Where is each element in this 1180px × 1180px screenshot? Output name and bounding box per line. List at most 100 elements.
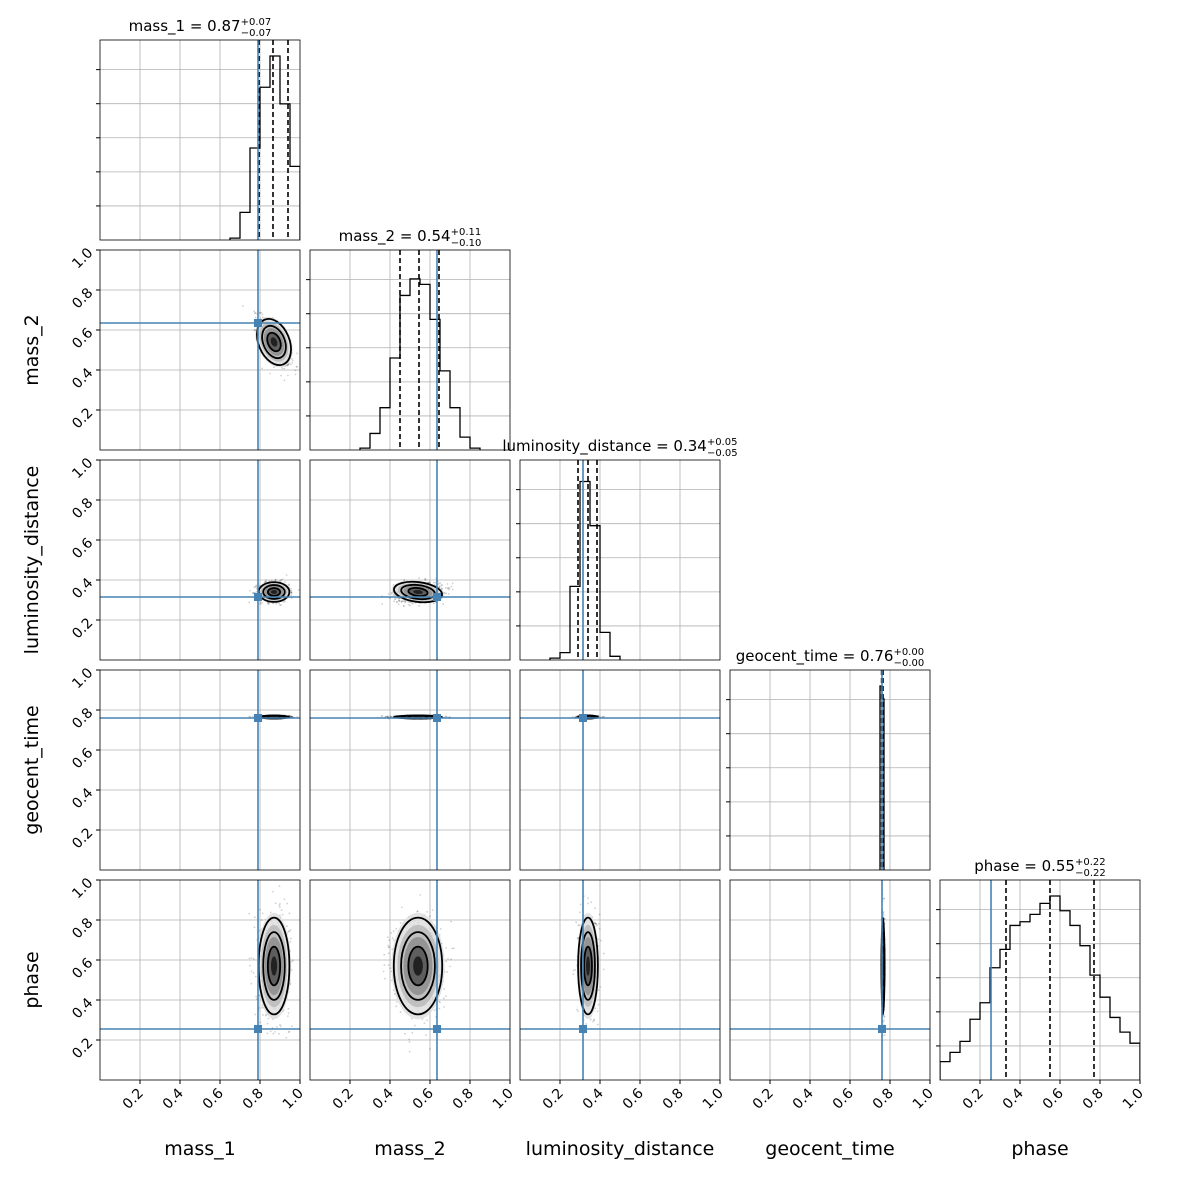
panel-content bbox=[310, 460, 510, 660]
contour-line bbox=[577, 916, 599, 1016]
y-tick-label: 0.6 bbox=[69, 325, 96, 352]
x-axis-label-geocent_time: geocent_time bbox=[765, 1138, 894, 1160]
x-tick-label: 1.0 bbox=[910, 1086, 937, 1113]
y-tick-label: 1.0 bbox=[69, 875, 96, 902]
x-axis-label-luminosity_distance: luminosity_distance bbox=[526, 1138, 715, 1160]
density-level bbox=[413, 589, 423, 595]
density-level bbox=[586, 956, 590, 976]
truth-marker bbox=[579, 1025, 587, 1033]
y-tick-label: 0.2 bbox=[69, 1035, 96, 1062]
x-tick-label: 0.2 bbox=[750, 1086, 777, 1113]
y-tick-label: 0.6 bbox=[69, 535, 96, 562]
x-tick-label: 1.0 bbox=[490, 1086, 517, 1113]
contour-line bbox=[580, 931, 596, 1001]
x-tick-label: 0.8 bbox=[450, 1086, 477, 1113]
panel-content bbox=[940, 880, 1140, 1080]
y-tick-label: 0.4 bbox=[69, 365, 96, 392]
contour-line bbox=[266, 331, 282, 353]
histogram-luminosity_distance bbox=[549, 480, 621, 660]
contour-line bbox=[407, 586, 429, 598]
panel-content bbox=[100, 460, 300, 660]
panel-frame bbox=[99, 669, 301, 871]
y-axis-label-luminosity_distance: luminosity_distance bbox=[21, 466, 43, 655]
panel-content bbox=[100, 250, 300, 450]
y-tick-label: 0.8 bbox=[69, 915, 96, 942]
panel-content bbox=[310, 670, 510, 870]
x-tick-label: 0.4 bbox=[160, 1085, 187, 1112]
y-tick-label: 1.0 bbox=[69, 455, 96, 482]
x-tick-label: 0.6 bbox=[410, 1085, 437, 1112]
panel-mass_2-vs-mass_2: mass_2 = 0.54+0.11 −0.10 bbox=[306, 227, 511, 451]
panel-phase-vs-phase: phase = 0.55+0.22 −0.22 0.2 0.4 0.6 0.8 1.0 bbox=[936, 857, 1147, 1113]
y-tick-label: 0.6 bbox=[69, 745, 96, 772]
x-tick-label: 0.6 bbox=[1040, 1085, 1067, 1112]
y-tick-label: 0.2 bbox=[69, 615, 96, 642]
y-tick-label: 0.8 bbox=[69, 705, 96, 732]
truth-marker bbox=[254, 593, 262, 601]
panel-content bbox=[730, 880, 930, 1080]
panel-frame bbox=[99, 879, 301, 1081]
x-axis-label-phase: phase bbox=[1011, 1138, 1068, 1160]
panel-content bbox=[520, 880, 720, 1080]
histogram-mass_1 bbox=[229, 55, 300, 240]
x-tick-label: 0.2 bbox=[120, 1086, 147, 1113]
contour-line bbox=[262, 584, 286, 600]
y-tick-label: 0.2 bbox=[69, 825, 96, 852]
contour-line bbox=[266, 945, 282, 987]
contour-line bbox=[261, 324, 287, 360]
truth-marker bbox=[433, 714, 441, 722]
x-tick-label: 0.4 bbox=[370, 1085, 397, 1112]
panel-luminosity_distance-vs-mass_2 bbox=[309, 459, 511, 661]
panel-phase-vs-mass_1: 0.2 0.4 0.6 0.8 1.0 0.2 0.4 0.6 0.8 1.0 bbox=[69, 875, 307, 1113]
panel-frame bbox=[99, 249, 301, 451]
x-axis-label-mass_1: mass_1 bbox=[164, 1138, 236, 1160]
contour-line bbox=[583, 945, 593, 987]
contour-line bbox=[262, 931, 286, 1001]
panel-geocent_time-vs-geocent_time: geocent_time = 0.76+0.00 −0.00 bbox=[726, 647, 931, 871]
panel-title-mass_2: mass_2 = 0.54+0.11 −0.10 bbox=[339, 227, 482, 249]
panel-frame bbox=[309, 669, 511, 871]
x-tick-label: 0.6 bbox=[200, 1085, 227, 1112]
y-tick-label: 0.4 bbox=[69, 995, 96, 1022]
contour-line bbox=[407, 945, 429, 987]
panel-frame bbox=[729, 879, 931, 1081]
x-tick-label: 0.8 bbox=[240, 1086, 267, 1113]
density-level bbox=[413, 956, 423, 976]
x-tick-label: 0.4 bbox=[1000, 1085, 1027, 1112]
panel-mass_2-vs-mass_1: 0.2 0.4 0.6 0.8 1.0 bbox=[69, 245, 301, 451]
truth-marker bbox=[579, 714, 587, 722]
panel-frame bbox=[519, 459, 721, 661]
y-tick-label: 0.2 bbox=[69, 405, 96, 432]
histogram-mass_2 bbox=[359, 278, 481, 450]
panel-content bbox=[100, 40, 300, 240]
truth-marker bbox=[433, 1025, 441, 1033]
contour-line bbox=[400, 931, 436, 1001]
x-tick-label: 0.8 bbox=[870, 1086, 897, 1113]
panel-frame bbox=[729, 669, 931, 871]
panel-content bbox=[310, 880, 510, 1080]
panel-mass_1-vs-mass_1: mass_1 = 0.87+0.07 −0.07 bbox=[96, 17, 301, 241]
y-tick-label: 0.8 bbox=[69, 285, 96, 312]
panel-frame bbox=[519, 669, 721, 871]
panel-phase-vs-mass_2: 0.2 0.4 0.6 0.8 1.0 bbox=[309, 879, 517, 1113]
panel-geocent_time-vs-mass_2 bbox=[309, 669, 511, 871]
y-tick-label: 0.4 bbox=[69, 575, 96, 602]
panel-luminosity_distance-vs-luminosity_distance: luminosity_distance = 0.34+0.05 −0.05 bbox=[502, 437, 738, 661]
panel-frame bbox=[309, 459, 511, 661]
y-axis-label-mass_2: mass_2 bbox=[21, 314, 43, 386]
contour-line bbox=[256, 318, 292, 366]
panel-content bbox=[520, 670, 720, 870]
y-tick-label: 1.0 bbox=[69, 245, 96, 272]
x-tick-label: 0.2 bbox=[960, 1086, 987, 1113]
y-axis-label-phase: phase bbox=[21, 951, 43, 1008]
x-tick-label: 0.2 bbox=[540, 1086, 567, 1113]
panel-frame bbox=[519, 879, 721, 1081]
x-tick-label: 0.2 bbox=[330, 1086, 357, 1113]
x-axis-label-mass_2: mass_2 bbox=[374, 1138, 446, 1160]
truth-marker bbox=[433, 593, 441, 601]
panel-content bbox=[520, 460, 720, 660]
x-tick-label: 0.4 bbox=[790, 1085, 817, 1112]
y-tick-label: 0.4 bbox=[69, 785, 96, 812]
contour-line bbox=[392, 916, 444, 1016]
